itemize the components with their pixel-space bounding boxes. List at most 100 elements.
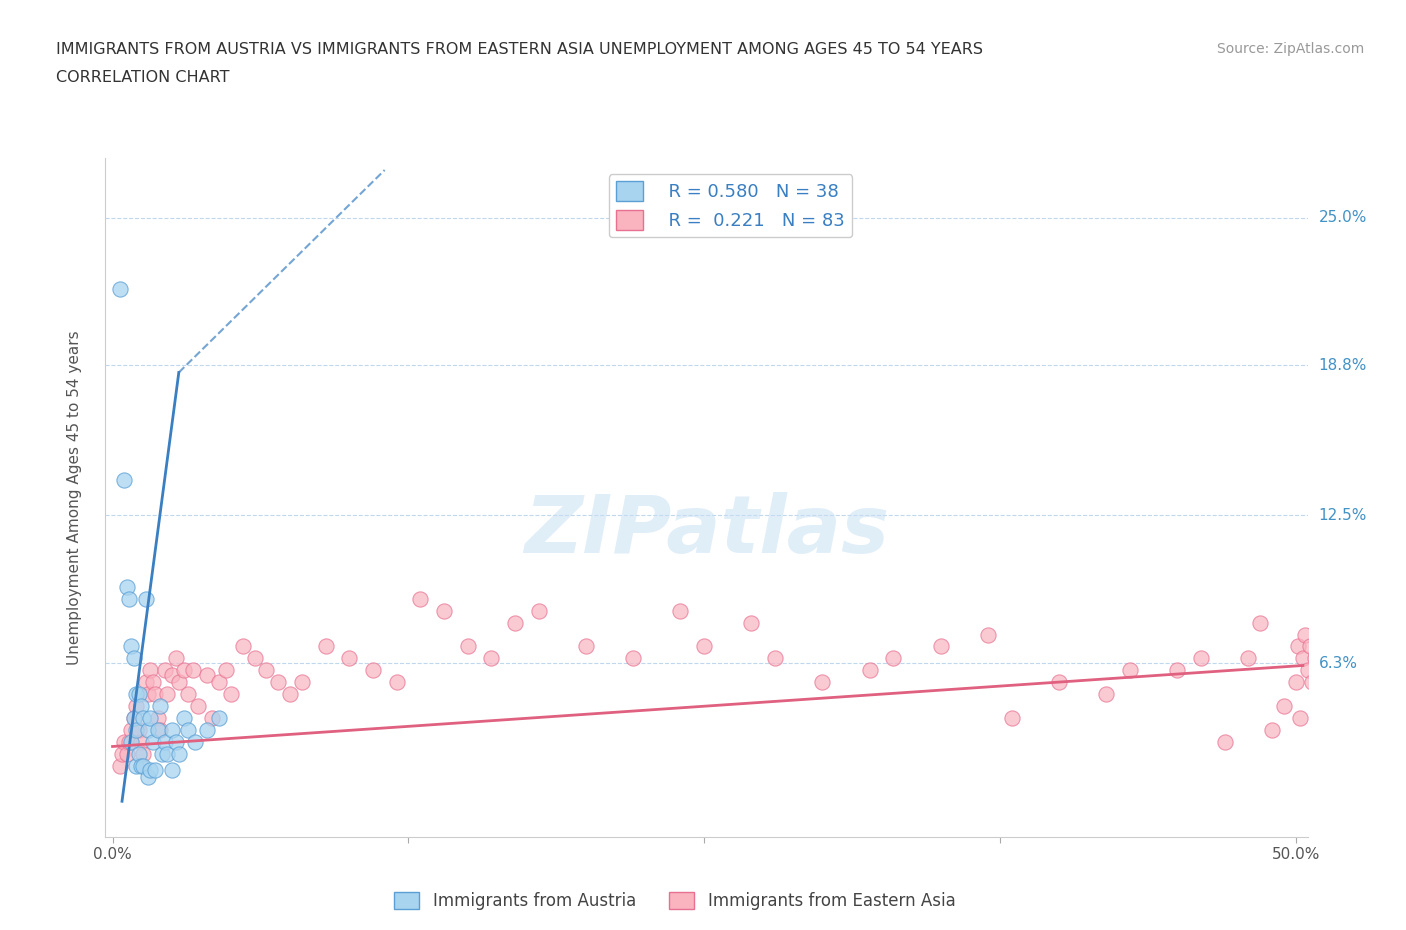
Text: ZIPatlas: ZIPatlas (524, 493, 889, 570)
Point (160, 763, 183, 777)
Point (1119, 663, 1142, 678)
Point (811, 675, 834, 690)
Point (1095, 686, 1118, 701)
Point (135, 591, 157, 606)
Legend: Immigrants from Austria, Immigrants from Eastern Asia: Immigrants from Austria, Immigrants from… (388, 885, 962, 917)
Point (125, 686, 148, 701)
Point (115, 579, 138, 594)
Point (409, 591, 432, 606)
Point (669, 604, 692, 618)
Point (139, 711, 162, 725)
Point (1308, 651, 1330, 666)
Point (177, 723, 200, 737)
Point (503, 615, 526, 630)
Point (219, 686, 242, 701)
Point (132, 746, 155, 761)
Text: CORRELATION CHART: CORRELATION CHART (56, 70, 229, 85)
Point (1310, 675, 1333, 690)
Point (291, 675, 314, 690)
Point (160, 723, 183, 737)
Point (121, 735, 143, 750)
Point (129, 735, 152, 750)
Text: 18.8%: 18.8% (1319, 358, 1367, 373)
Point (132, 711, 155, 725)
Text: IMMIGRANTS FROM AUSTRIA VS IMMIGRANTS FROM EASTERN ASIA UNEMPLOYMENT AMONG AGES : IMMIGRANTS FROM AUSTRIA VS IMMIGRANTS FR… (56, 42, 983, 57)
Point (142, 675, 165, 690)
Point (149, 698, 172, 713)
Point (167, 675, 190, 690)
Point (215, 663, 238, 678)
Point (232, 639, 254, 654)
Point (479, 651, 502, 666)
Point (184, 735, 207, 750)
Point (112, 735, 135, 750)
Point (153, 735, 176, 750)
Point (1272, 698, 1295, 713)
Point (740, 615, 762, 630)
Point (112, 472, 135, 487)
Point (111, 746, 134, 761)
Point (201, 711, 224, 725)
Point (125, 758, 148, 773)
Point (160, 668, 183, 683)
Point (693, 639, 716, 654)
Point (1292, 651, 1315, 666)
Point (527, 604, 550, 618)
Point (243, 651, 266, 666)
Point (128, 686, 150, 701)
Point (181, 663, 204, 678)
Point (128, 723, 150, 737)
Point (1296, 663, 1319, 678)
Point (1189, 651, 1212, 666)
Point (267, 675, 290, 690)
Point (108, 282, 131, 297)
Point (929, 639, 952, 654)
Text: Source: ZipAtlas.com: Source: ZipAtlas.com (1216, 42, 1364, 56)
Point (173, 663, 195, 678)
Point (125, 698, 148, 713)
Point (150, 746, 173, 761)
Point (139, 763, 162, 777)
Point (118, 735, 141, 750)
Point (121, 723, 143, 737)
Point (129, 758, 152, 773)
Point (882, 651, 904, 666)
Point (621, 651, 644, 666)
Point (278, 686, 301, 701)
Point (457, 639, 479, 654)
Point (108, 758, 131, 773)
Point (167, 746, 190, 761)
Point (977, 627, 1000, 642)
Point (143, 763, 166, 777)
Point (165, 651, 187, 666)
Point (1294, 627, 1316, 642)
Point (146, 723, 169, 737)
Point (136, 723, 159, 737)
Text: 12.5%: 12.5% (1319, 508, 1367, 523)
Point (122, 711, 145, 725)
Legend:   R = 0.580   N = 38,   R =  0.221   N = 83: R = 0.580 N = 38, R = 0.221 N = 83 (609, 174, 852, 237)
Point (153, 663, 176, 678)
Point (1001, 711, 1024, 725)
Point (165, 735, 187, 750)
Point (143, 686, 166, 701)
Point (1306, 663, 1329, 678)
Point (187, 698, 209, 713)
Point (149, 723, 172, 737)
Point (1303, 651, 1326, 666)
Point (156, 686, 179, 701)
Point (125, 723, 148, 737)
Point (1299, 639, 1322, 654)
Point (173, 711, 195, 725)
Text: 25.0%: 25.0% (1319, 210, 1367, 225)
Point (1213, 735, 1236, 750)
Point (1237, 651, 1260, 666)
Point (129, 698, 152, 713)
Point (122, 711, 145, 725)
Point (146, 711, 169, 725)
Point (135, 675, 157, 690)
Point (142, 735, 165, 750)
Point (385, 675, 408, 690)
Point (136, 686, 159, 701)
Point (1301, 675, 1323, 690)
